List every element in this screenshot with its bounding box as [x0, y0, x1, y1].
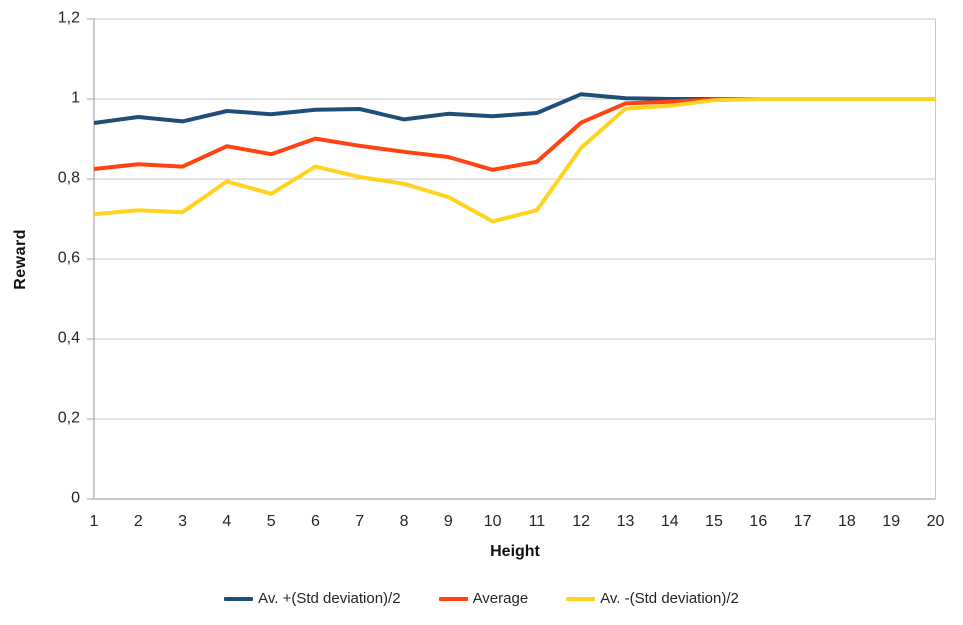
- legend-swatch-icon: [438, 596, 468, 601]
- x-tick-label: 4: [222, 513, 232, 530]
- x-tick-label: 6: [310, 513, 320, 530]
- y-tick-label: 1,2: [57, 9, 80, 27]
- x-tick-label: 20: [926, 513, 945, 530]
- legend-label: Av. +(Std deviation)/2: [258, 590, 401, 607]
- y-tick-label: 0,6: [57, 249, 80, 267]
- legend: Av. +(Std deviation)/2 Average Av. -(Std d…: [0, 590, 963, 607]
- x-tick-label: 15: [705, 513, 723, 530]
- x-tick-label: 9: [443, 513, 453, 530]
- y-tick-label: 0,8: [57, 169, 80, 187]
- legend-swatch-icon: [224, 596, 254, 601]
- legend-item-2: Av. -(Std deviation)/2: [566, 590, 739, 607]
- legend-item-0: Av. +(Std deviation)/2: [224, 590, 401, 607]
- x-tick-label: 11: [528, 513, 546, 530]
- y-tick-label: 0,2: [57, 409, 80, 427]
- legend-label: Average: [472, 590, 529, 607]
- x-tick-label: 17: [793, 513, 812, 530]
- x-tick-label: 13: [616, 513, 635, 530]
- x-tick-label: 12: [572, 513, 591, 530]
- x-tick-label: 7: [355, 513, 365, 530]
- x-tick-label: 5: [266, 513, 276, 530]
- x-tick-label: 10: [483, 513, 502, 530]
- y-tick-label: 0: [71, 489, 80, 507]
- legend-label: Av. -(Std deviation)/2: [600, 590, 739, 607]
- x-tick-label: 18: [838, 513, 856, 530]
- x-tick-label: 14: [660, 513, 679, 530]
- legend-item-1: Average: [438, 590, 529, 607]
- y-tick-label: 0,4: [57, 329, 80, 347]
- x-tick-label: 3: [178, 513, 188, 530]
- x-tick-label: 8: [399, 513, 409, 530]
- x-tick-label: 16: [749, 513, 768, 530]
- x-axis-title: Height: [490, 543, 540, 560]
- series-line-1: [93, 97, 936, 172]
- legend-swatch-icon: [566, 596, 596, 601]
- x-tick-label: 1: [89, 513, 99, 530]
- x-tick-label: 2: [133, 513, 143, 530]
- series-line-2: [93, 97, 936, 224]
- y-tick-label: 1: [71, 89, 80, 107]
- x-tick-label: 19: [882, 513, 901, 530]
